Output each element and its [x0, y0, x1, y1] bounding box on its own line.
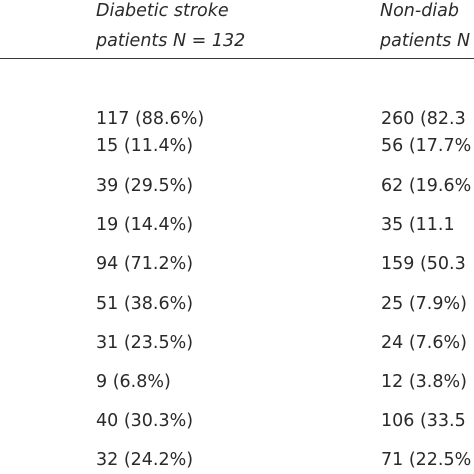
column-header-diabetic-line1: Diabetic stroke [96, 1, 229, 21]
cell-non-diabetic: 71 (22.5% [381, 450, 472, 470]
cell-non-diabetic: 260 (82.3 [381, 109, 466, 129]
cell-diabetic: 31 (23.5%) [96, 333, 194, 353]
cell-diabetic: 15 (11.4%) [96, 136, 194, 156]
table-row: 15 (11.4%) 56 (17.7% [0, 132, 474, 160]
table-row: 32 (24.2%) 71 (22.5% [0, 446, 474, 474]
table-row: 94 (71.2%) 159 (50.3 [0, 250, 474, 278]
cell-diabetic: 51 (38.6%) [96, 294, 194, 314]
cell-non-diabetic: 12 (3.8%) [381, 372, 467, 392]
cell-non-diabetic: 25 (7.9%) [381, 294, 467, 314]
cell-non-diabetic: 24 (7.6%) [381, 333, 467, 353]
cell-diabetic: 9 (6.8%) [96, 372, 171, 392]
cell-non-diabetic: 106 (33.5 [381, 411, 466, 431]
cell-diabetic: 32 (24.2%) [96, 450, 194, 470]
cell-diabetic: 39 (29.5%) [96, 176, 194, 196]
cell-non-diabetic: 56 (17.7% [381, 136, 472, 156]
table-row: 19 (14.4%) 35 (11.1 [0, 211, 474, 239]
table-row: 40 (30.3%) 106 (33.5 [0, 407, 474, 435]
table-row: 39 (29.5%) 62 (19.6% [0, 172, 474, 200]
table-row: 117 (88.6%) 260 (82.3 [0, 105, 474, 133]
cell-diabetic: 117 (88.6%) [96, 109, 205, 129]
cell-non-diabetic: 159 (50.3 [381, 254, 466, 274]
cell-non-diabetic: 62 (19.6% [381, 176, 472, 196]
table-header: Diabetic stroke patients N = 132 Non-dia… [0, 0, 474, 59]
column-header-non-diabetic: Non-diab patients N [380, 0, 470, 56]
cell-non-diabetic: 35 (11.1 [381, 215, 455, 235]
table-row: 31 (23.5%) 24 (7.6%) [0, 329, 474, 357]
column-header-diabetic: Diabetic stroke patients N = 132 [96, 0, 245, 56]
cell-diabetic: 19 (14.4%) [96, 215, 194, 235]
cell-diabetic: 94 (71.2%) [96, 254, 194, 274]
column-header-diabetic-line2: patients N = 132 [96, 31, 246, 51]
cell-diabetic: 40 (30.3%) [96, 411, 194, 431]
table-row: 9 (6.8%) 12 (3.8%) [0, 368, 474, 396]
column-header-non-diabetic-line1: Non-diab [380, 1, 460, 21]
column-header-non-diabetic-line2: patients N [380, 31, 471, 51]
table-row: 51 (38.6%) 25 (7.9%) [0, 290, 474, 318]
